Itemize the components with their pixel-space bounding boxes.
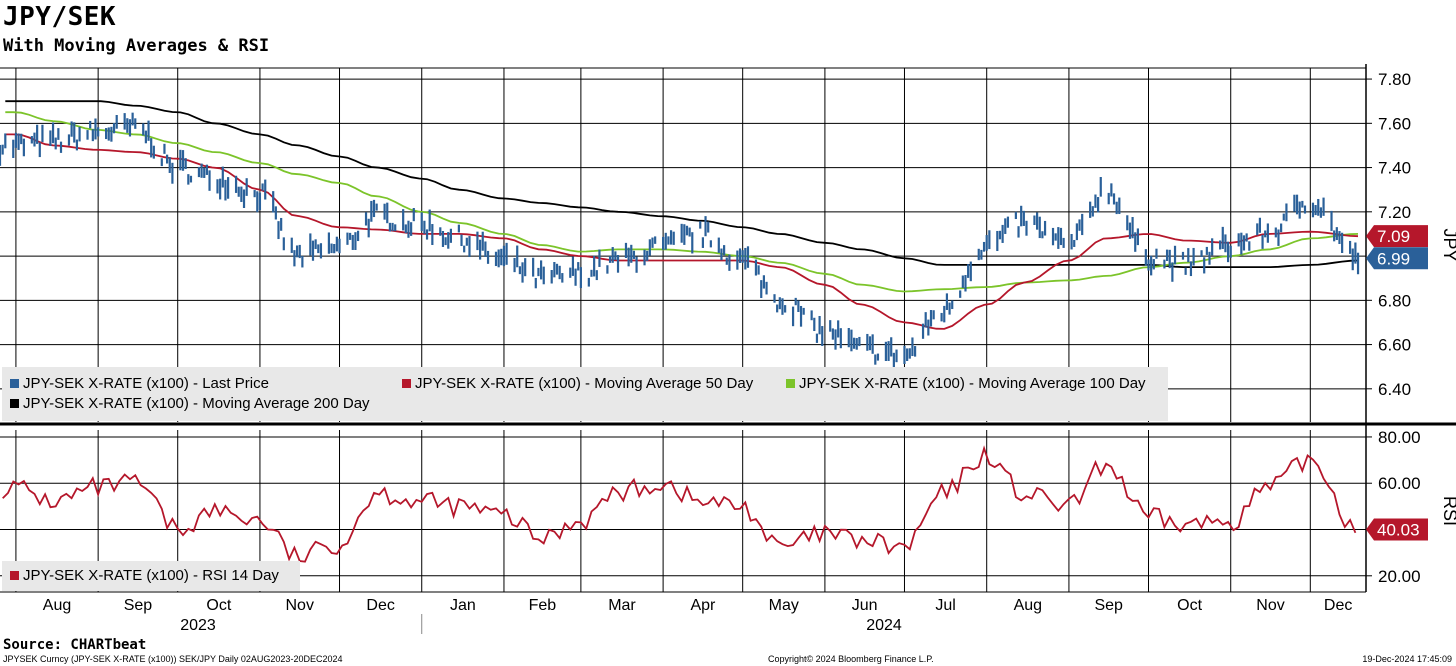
legend-swatch: [10, 571, 19, 580]
price-ylabel: JPY: [1440, 228, 1456, 261]
legend-item-last-price: JPY-SEK X-RATE (x100) - Last Price: [10, 375, 269, 392]
x-month-label: Mar: [608, 597, 636, 614]
series-description: JPYSEK Curncy (JPY-SEK X-RATE (x100)) SE…: [3, 654, 343, 664]
legend-item-ma100: JPY-SEK X-RATE (x100) - Moving Average 1…: [786, 375, 1146, 392]
last-label-price: 6.99: [1366, 247, 1428, 270]
price-legend: JPY-SEK X-RATE (x100) - Last Price JPY-S…: [2, 367, 1168, 421]
x-month-label: Dec: [1324, 597, 1352, 614]
legend-item-ma50: JPY-SEK X-RATE (x100) - Moving Average 5…: [402, 375, 753, 392]
legend-label: JPY-SEK X-RATE (x100) - Moving Average 5…: [415, 375, 754, 392]
rsi-ytick-label: 20.00: [1378, 567, 1421, 586]
source-note: Source: CHARTbeat: [3, 637, 147, 653]
x-month-label: Aug: [43, 597, 71, 614]
last-label-rsi-box: [1366, 518, 1428, 541]
legend-swatch: [786, 379, 795, 388]
rsi-ylabel: RSI: [1440, 496, 1456, 526]
last-label-rsi-text: 40.03: [1377, 520, 1420, 539]
x-month-label: Jun: [852, 597, 878, 614]
price-ytick-label: 6.40: [1378, 380, 1411, 399]
legend-label: JPY-SEK X-RATE (x100) - Moving Average 1…: [799, 375, 1146, 392]
chart-subtitle: With Moving Averages & RSI: [3, 36, 270, 56]
x-month-label: Aug: [1014, 597, 1042, 614]
x-month-label: Feb: [529, 597, 557, 614]
legend-label: JPY-SEK X-RATE (x100) - Moving Average 2…: [23, 395, 370, 412]
x-month-label: May: [769, 597, 799, 614]
x-year-label: 2024: [866, 617, 902, 634]
price-ytick-label: 6.60: [1378, 336, 1411, 355]
price-ytick-label: 7.40: [1378, 159, 1411, 178]
timestamp: 19-Dec-2024 17:45:09: [1362, 654, 1452, 664]
last-label-rsi: 40.03: [1366, 518, 1428, 541]
ma200-line: [5, 100, 1359, 268]
chart-title: JPY/SEK: [3, 2, 117, 32]
legend-item-rsi: JPY-SEK X-RATE (x100) - RSI 14 Day: [10, 567, 279, 584]
last-label-ma50-text: 7.09: [1377, 227, 1410, 246]
legend-item-ma200: JPY-SEK X-RATE (x100) - Moving Average 2…: [10, 395, 370, 412]
ma100-line: [5, 111, 1359, 293]
x-month-label: Jan: [450, 597, 476, 614]
rsi-legend: JPY-SEK X-RATE (x100) - RSI 14 Day: [2, 561, 300, 591]
legend-swatch: [10, 399, 19, 408]
price-ytick-label: 7.80: [1378, 70, 1411, 89]
rsi-line: [2, 445, 1357, 563]
last-label-price-box: [1366, 247, 1428, 270]
x-month-label: Dec: [366, 597, 394, 614]
price-ytick-label: 7.60: [1378, 114, 1411, 133]
x-month-label: Oct: [1177, 597, 1202, 614]
x-year-label: 2023: [180, 617, 216, 634]
x-month-label: Sep: [124, 597, 153, 614]
last-label-ma50: 7.09: [1366, 225, 1428, 248]
legend-swatch: [402, 379, 411, 388]
x-month-label: Sep: [1094, 597, 1123, 614]
last-label-price-text: 6.99: [1377, 249, 1410, 268]
copyright: Copyright© 2024 Bloomberg Finance L.P.: [768, 654, 934, 664]
rsi-ytick-label: 60.00: [1378, 474, 1421, 493]
legend-label: JPY-SEK X-RATE (x100) - Last Price: [23, 375, 269, 392]
legend-swatch: [10, 379, 19, 388]
price-ytick-label: 7.20: [1378, 203, 1411, 222]
rsi-ytick-label: 80.00: [1378, 428, 1421, 447]
x-month-label: Oct: [206, 597, 231, 614]
last-label-ma50-box: [1366, 225, 1428, 248]
x-month-label: Nov: [285, 597, 313, 614]
x-month-label: Nov: [1256, 597, 1284, 614]
x-month-label: Apr: [690, 597, 716, 614]
legend-label: JPY-SEK X-RATE (x100) - RSI 14 Day: [23, 567, 279, 584]
x-month-label: Jul: [935, 597, 955, 614]
price-ytick-label: 6.80: [1378, 291, 1411, 310]
